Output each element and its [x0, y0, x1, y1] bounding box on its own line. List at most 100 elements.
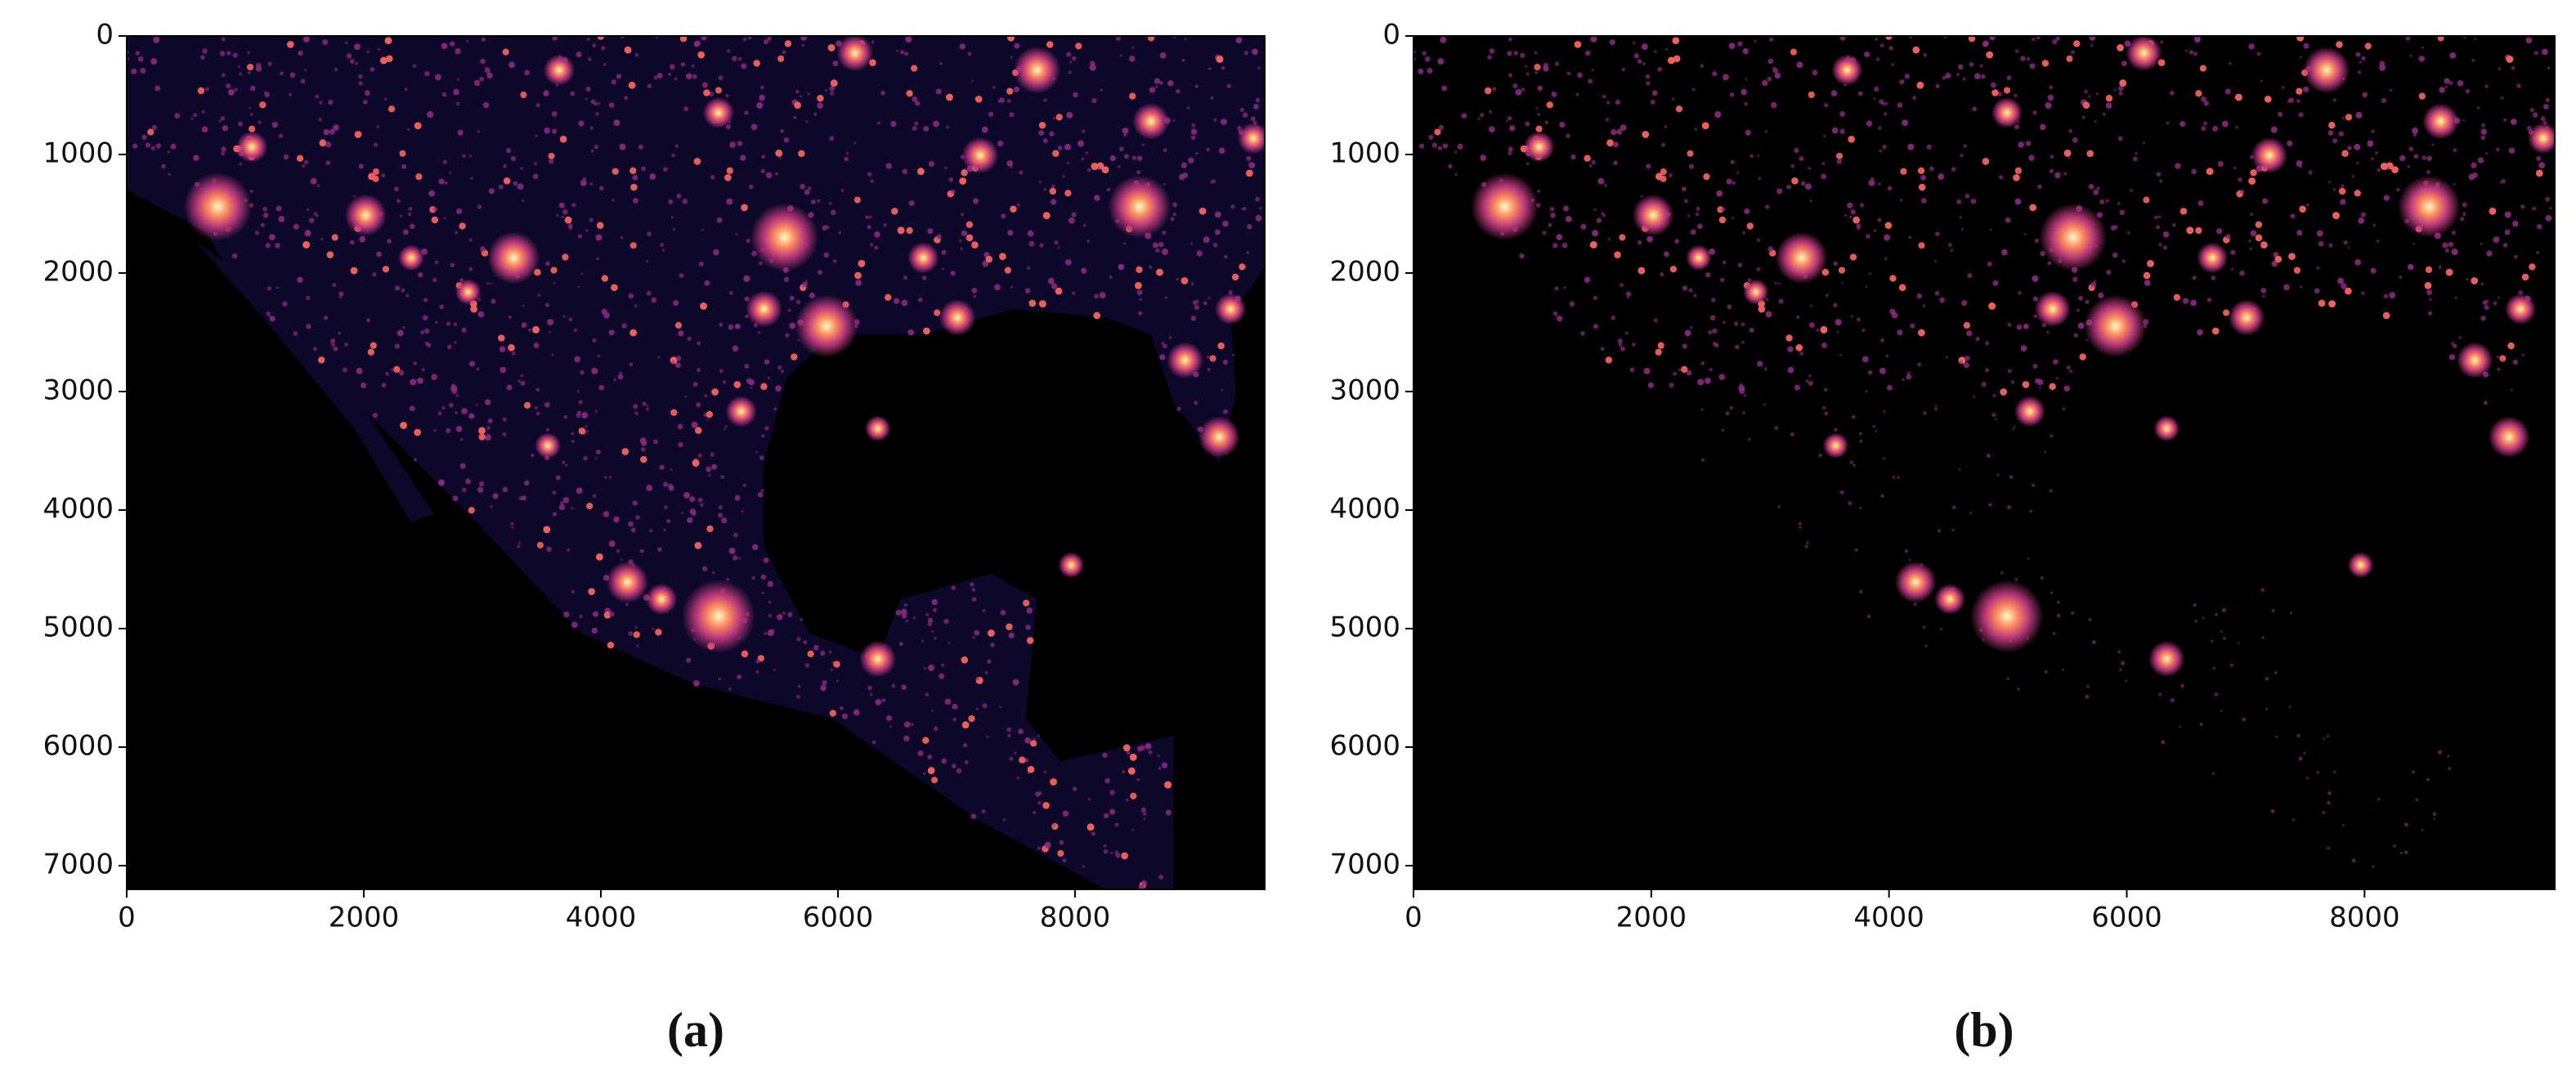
- light-dot: [728, 547, 736, 554]
- light-dot: [2536, 224, 2542, 230]
- light-dot: [1868, 272, 1872, 275]
- light-dot: [817, 270, 823, 275]
- light-dot: [708, 473, 711, 477]
- light-dot: [701, 82, 708, 88]
- y-tick-label: 2000: [1329, 256, 1400, 289]
- light-dot: [2142, 141, 2145, 145]
- light-dot: [2192, 275, 2197, 280]
- light-dot: [302, 163, 306, 168]
- light-dot: [1898, 284, 1906, 292]
- light-dot: [1141, 143, 1145, 146]
- light-dot: [2341, 150, 2349, 158]
- light-dot: [2367, 140, 2374, 147]
- light-dot: [740, 154, 746, 161]
- light-dot: [1669, 266, 1678, 273]
- light-dot: [330, 343, 336, 347]
- light-dot: [1168, 336, 1172, 339]
- light-dot: [2439, 87, 2445, 93]
- light-dot: [1967, 273, 1973, 279]
- light-dot: [571, 203, 576, 208]
- city-glow: [859, 640, 897, 678]
- light-dot: [820, 650, 826, 656]
- light-dot: [1859, 203, 1865, 208]
- light-dot: [1109, 154, 1116, 162]
- light-dot: [773, 668, 776, 671]
- city-glow: [2126, 36, 2162, 72]
- light-dot: [2230, 267, 2233, 271]
- light-dot: [1723, 74, 1729, 81]
- light-dot: [345, 41, 348, 45]
- light-dot: [2377, 168, 2381, 172]
- light-dot: [1542, 231, 1547, 235]
- city-glow: [2488, 416, 2530, 459]
- light-dot: [2292, 817, 2296, 822]
- light-dot: [2486, 250, 2493, 257]
- light-dot: [1487, 55, 1492, 60]
- light-dot: [943, 618, 949, 625]
- light-dot: [2326, 846, 2330, 850]
- light-dot: [833, 259, 837, 263]
- light-dot: [325, 160, 331, 166]
- light-dot: [548, 152, 555, 159]
- light-dot: [2421, 155, 2426, 160]
- light-dot: [2220, 630, 2223, 634]
- light-dot: [1243, 51, 1249, 56]
- city-glow: [750, 203, 819, 271]
- light-dot: [780, 369, 785, 374]
- light-dot: [726, 577, 730, 581]
- light-dot: [2344, 287, 2352, 295]
- light-dot: [358, 163, 364, 169]
- light-dot: [1246, 224, 1252, 230]
- light-dot: [2283, 284, 2290, 291]
- light-dot: [1039, 243, 1044, 248]
- light-dot: [2239, 270, 2245, 276]
- light-dot: [562, 209, 568, 215]
- light-dot: [1071, 212, 1077, 217]
- light-dot: [1006, 87, 1014, 95]
- light-dot: [742, 483, 747, 487]
- light-dot: [1711, 298, 1716, 302]
- light-dot: [1888, 46, 1893, 51]
- light-dot: [616, 548, 620, 553]
- light-dot: [706, 418, 710, 421]
- light-dot: [1917, 167, 1925, 174]
- light-dot: [1771, 101, 1777, 109]
- light-dot: [1674, 239, 1680, 244]
- light-dot: [940, 663, 945, 667]
- light-dot: [1749, 327, 1754, 333]
- light-dot: [1118, 264, 1125, 271]
- light-dot: [1025, 625, 1031, 630]
- light-dot: [2474, 38, 2477, 41]
- light-dot: [2087, 95, 2091, 98]
- light-dot: [2381, 98, 2386, 104]
- light-dot: [1808, 91, 1815, 99]
- light-dot: [1808, 374, 1812, 378]
- light-dot: [1908, 235, 1912, 240]
- light-dot: [234, 87, 239, 92]
- light-dot: [553, 281, 556, 284]
- light-dot: [546, 546, 552, 553]
- light-dot: [366, 50, 370, 54]
- light-dot: [596, 257, 599, 261]
- light-dot: [459, 463, 466, 469]
- light-dot: [2098, 292, 2104, 298]
- x-tick-label: 6000: [2091, 902, 2162, 934]
- light-dot: [372, 272, 377, 277]
- light-dot: [1774, 72, 1781, 79]
- light-dot: [2094, 120, 2097, 123]
- light-dot: [1729, 405, 1733, 410]
- light-dot: [1611, 128, 1617, 136]
- light-dot: [997, 100, 1001, 103]
- light-dot: [1875, 429, 1878, 432]
- light-dot: [1693, 293, 1697, 298]
- light-dot: [2383, 293, 2389, 299]
- light-dot: [2472, 172, 2478, 178]
- light-dot: [706, 525, 714, 533]
- light-dot: [1992, 280, 1999, 286]
- light-dot: [716, 217, 723, 223]
- light-dot: [2221, 120, 2229, 128]
- light-dot: [914, 121, 919, 126]
- light-dot: [1695, 212, 1700, 217]
- light-dot: [1794, 384, 1800, 391]
- light-dot: [2228, 61, 2232, 65]
